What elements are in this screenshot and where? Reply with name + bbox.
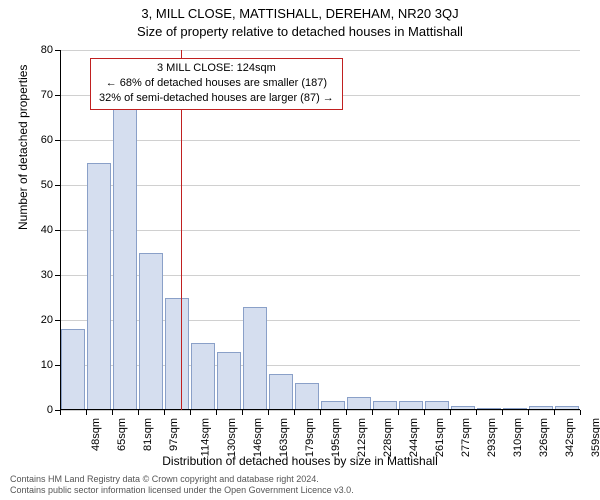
x-tick <box>398 410 399 415</box>
x-tick <box>138 410 139 415</box>
x-tick <box>294 410 295 415</box>
gridline <box>60 185 580 186</box>
y-tick-label: 0 <box>23 404 53 416</box>
x-tick-label: 359sqm <box>590 418 600 457</box>
histogram-bar <box>87 163 112 411</box>
footer-line1: Contains HM Land Registry data © Crown c… <box>10 474 354 485</box>
x-tick <box>554 410 555 415</box>
x-tick <box>372 410 373 415</box>
gridline <box>60 50 580 51</box>
histogram-bar <box>295 383 320 410</box>
y-tick-label: 70 <box>23 89 53 101</box>
callout-box: 3 MILL CLOSE: 124sqm ← 68% of detached h… <box>90 58 343 110</box>
x-tick <box>86 410 87 415</box>
footer-text: Contains HM Land Registry data © Crown c… <box>10 474 354 496</box>
histogram-bar <box>61 329 86 410</box>
x-tick <box>60 410 61 415</box>
x-tick <box>190 410 191 415</box>
x-tick-label: 48sqm <box>90 418 102 451</box>
x-tick <box>216 410 217 415</box>
x-tick <box>580 410 581 415</box>
y-tick-label: 10 <box>23 359 53 371</box>
page-title-2: Size of property relative to detached ho… <box>0 24 600 39</box>
x-tick <box>502 410 503 415</box>
histogram-bar <box>269 374 294 410</box>
histogram-bar <box>347 397 372 411</box>
x-tick <box>320 410 321 415</box>
y-tick-label: 20 <box>23 314 53 326</box>
x-tick <box>476 410 477 415</box>
x-tick <box>164 410 165 415</box>
x-tick <box>424 410 425 415</box>
x-tick-label: 195sqm <box>330 418 342 457</box>
x-tick-label: 244sqm <box>408 418 420 457</box>
y-tick-label: 50 <box>23 179 53 191</box>
histogram-bar <box>165 298 190 411</box>
callout-line3: 32% of semi-detached houses are larger (… <box>99 91 334 106</box>
callout-line2: ← 68% of detached houses are smaller (18… <box>99 76 334 91</box>
x-tick-label: 228sqm <box>382 418 394 457</box>
x-tick-label: 97sqm <box>168 418 180 451</box>
x-tick-label: 130sqm <box>226 418 238 457</box>
x-tick-label: 310sqm <box>512 418 524 457</box>
x-tick-label: 114sqm <box>199 418 211 456</box>
histogram-bar <box>113 109 138 411</box>
x-tick-label: 293sqm <box>486 418 498 457</box>
y-tick-label: 40 <box>23 224 53 236</box>
x-tick-label: 179sqm <box>304 418 316 457</box>
histogram-bar <box>217 352 242 411</box>
x-tick-label: 163sqm <box>278 418 290 457</box>
chart-container: 3, MILL CLOSE, MATTISHALL, DEREHAM, NR20… <box>0 0 600 500</box>
page-title-1: 3, MILL CLOSE, MATTISHALL, DEREHAM, NR20… <box>0 6 600 21</box>
y-tick-label: 60 <box>23 134 53 146</box>
y-axis-line <box>60 50 61 410</box>
x-tick-label: 277sqm <box>460 418 472 457</box>
footer-line2: Contains public sector information licen… <box>10 485 354 496</box>
x-tick <box>112 410 113 415</box>
x-axis-title: Distribution of detached houses by size … <box>0 454 600 468</box>
x-tick-label: 342sqm <box>564 418 576 457</box>
x-tick-label: 326sqm <box>538 418 550 457</box>
gridline <box>60 140 580 141</box>
x-tick-label: 146sqm <box>252 418 264 457</box>
x-tick-label: 65sqm <box>116 418 128 451</box>
callout-line1: 3 MILL CLOSE: 124sqm <box>99 61 334 76</box>
y-tick-label: 30 <box>23 269 53 281</box>
histogram-bar <box>191 343 216 411</box>
x-tick <box>528 410 529 415</box>
x-tick-label: 212sqm <box>356 418 368 457</box>
x-axis-line <box>60 409 580 410</box>
gridline <box>60 230 580 231</box>
x-tick-label: 81sqm <box>142 418 154 451</box>
histogram-bar <box>243 307 268 411</box>
x-tick <box>450 410 451 415</box>
y-tick-label: 80 <box>23 44 53 56</box>
histogram-bar <box>139 253 164 411</box>
x-tick <box>268 410 269 415</box>
x-tick <box>346 410 347 415</box>
x-tick-label: 261sqm <box>434 418 446 457</box>
x-tick <box>242 410 243 415</box>
